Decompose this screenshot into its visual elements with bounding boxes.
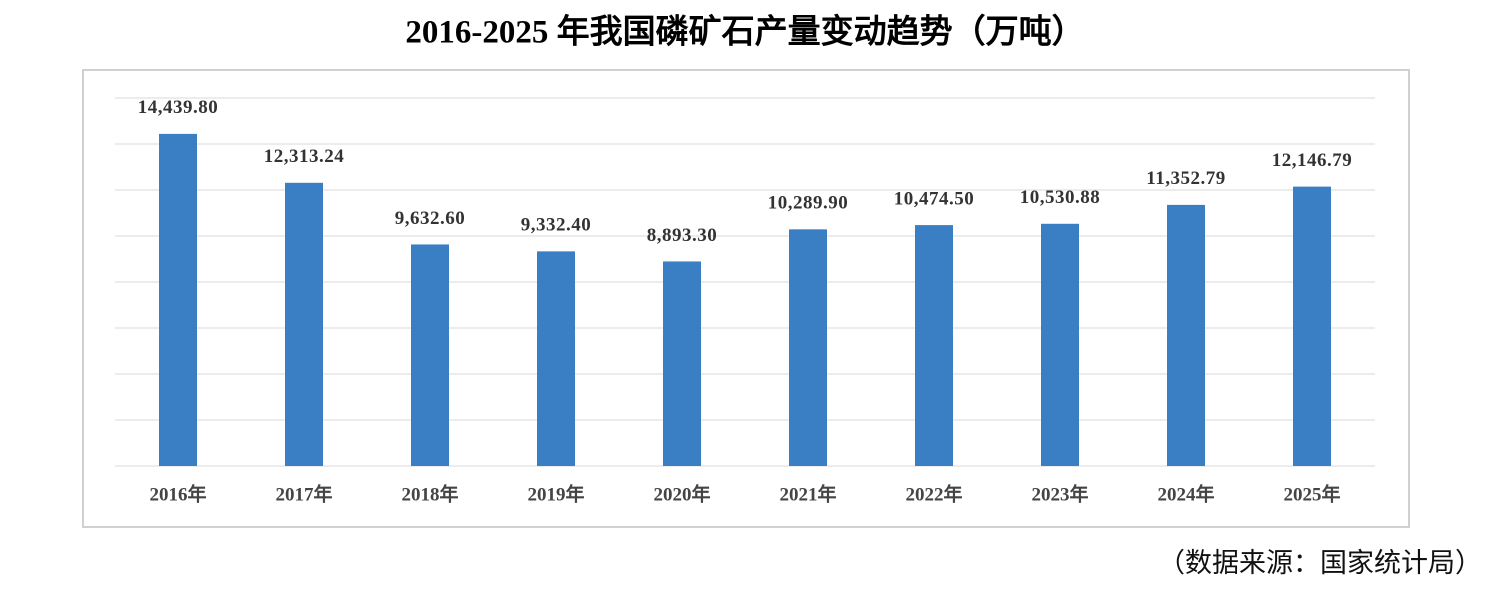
data-label: 14,439.80 [138,97,219,118]
data-label: 12,313.24 [264,146,345,167]
x-tick-label: 2025年 [1283,482,1340,505]
x-tick-label: 2018年 [401,482,458,505]
data-label: 10,289.90 [768,193,849,214]
data-label: 9,332.40 [521,215,592,236]
bar [1041,223,1079,466]
x-tick-label: 2022年 [905,482,962,505]
x-tick-label: 2017年 [275,482,332,505]
x-tick-label: 2019年 [527,482,584,505]
data-label: 10,474.50 [894,188,975,209]
data-label: 12,146.79 [1272,150,1353,171]
bar [915,225,953,466]
bar [789,229,827,466]
x-tick-label: 2024年 [1157,482,1214,505]
data-label: 11,352.79 [1146,168,1225,189]
chart-title: 2016-2025 年我国磷矿石产量变动趋势（万吨） [405,13,1084,51]
x-tick-label: 2021年 [779,482,836,505]
bar [411,244,449,466]
x-tick-label: 2016年 [149,482,206,505]
bar [1167,204,1205,466]
bar [285,182,323,467]
x-tick-label: 2020年 [653,482,710,505]
data-label: 10,530.88 [1020,187,1101,208]
source-note: （数据来源：国家统计局） [1158,548,1482,578]
bar [159,133,197,467]
x-tick-label: 2023年 [1031,482,1088,505]
chart-frame [82,69,1410,528]
bar [663,261,701,466]
data-label: 8,893.30 [647,225,718,246]
bar [537,251,575,466]
bar [1293,186,1331,466]
data-label: 9,632.60 [395,208,466,229]
